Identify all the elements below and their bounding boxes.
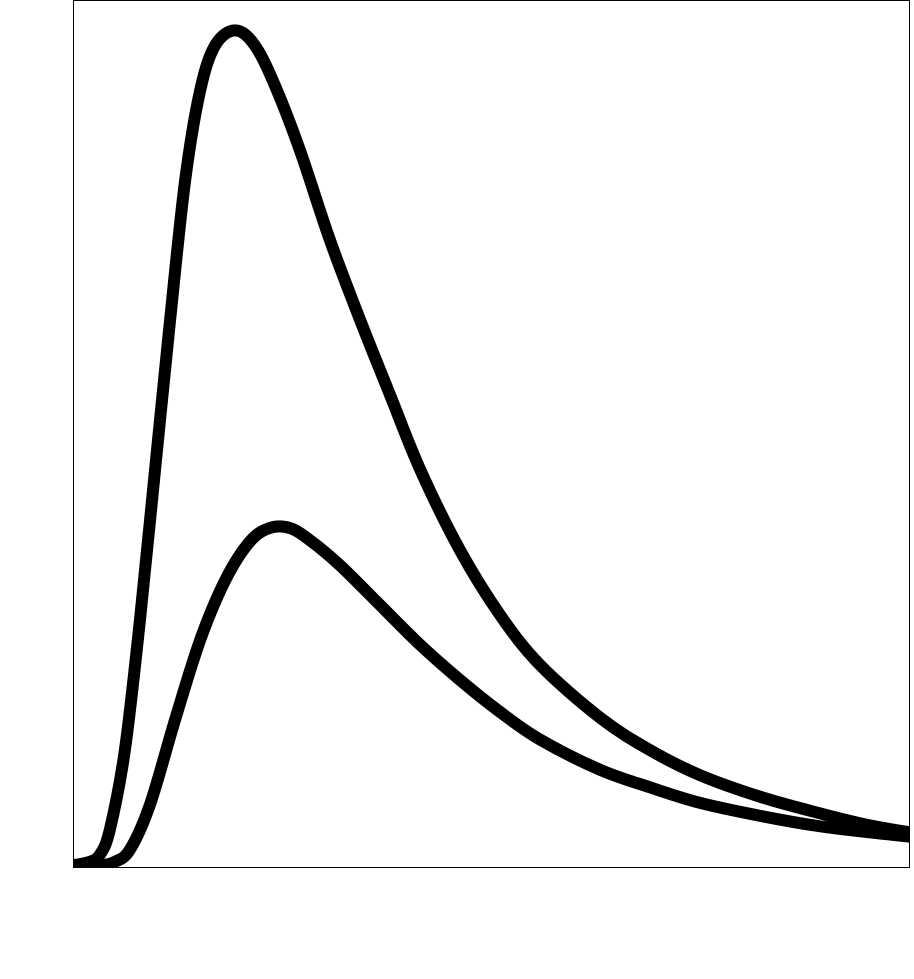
plot-frame bbox=[73, 0, 910, 868]
series-line-2 bbox=[73, 520, 910, 868]
series-layer bbox=[73, 24, 910, 868]
series-line-1 bbox=[73, 24, 910, 868]
